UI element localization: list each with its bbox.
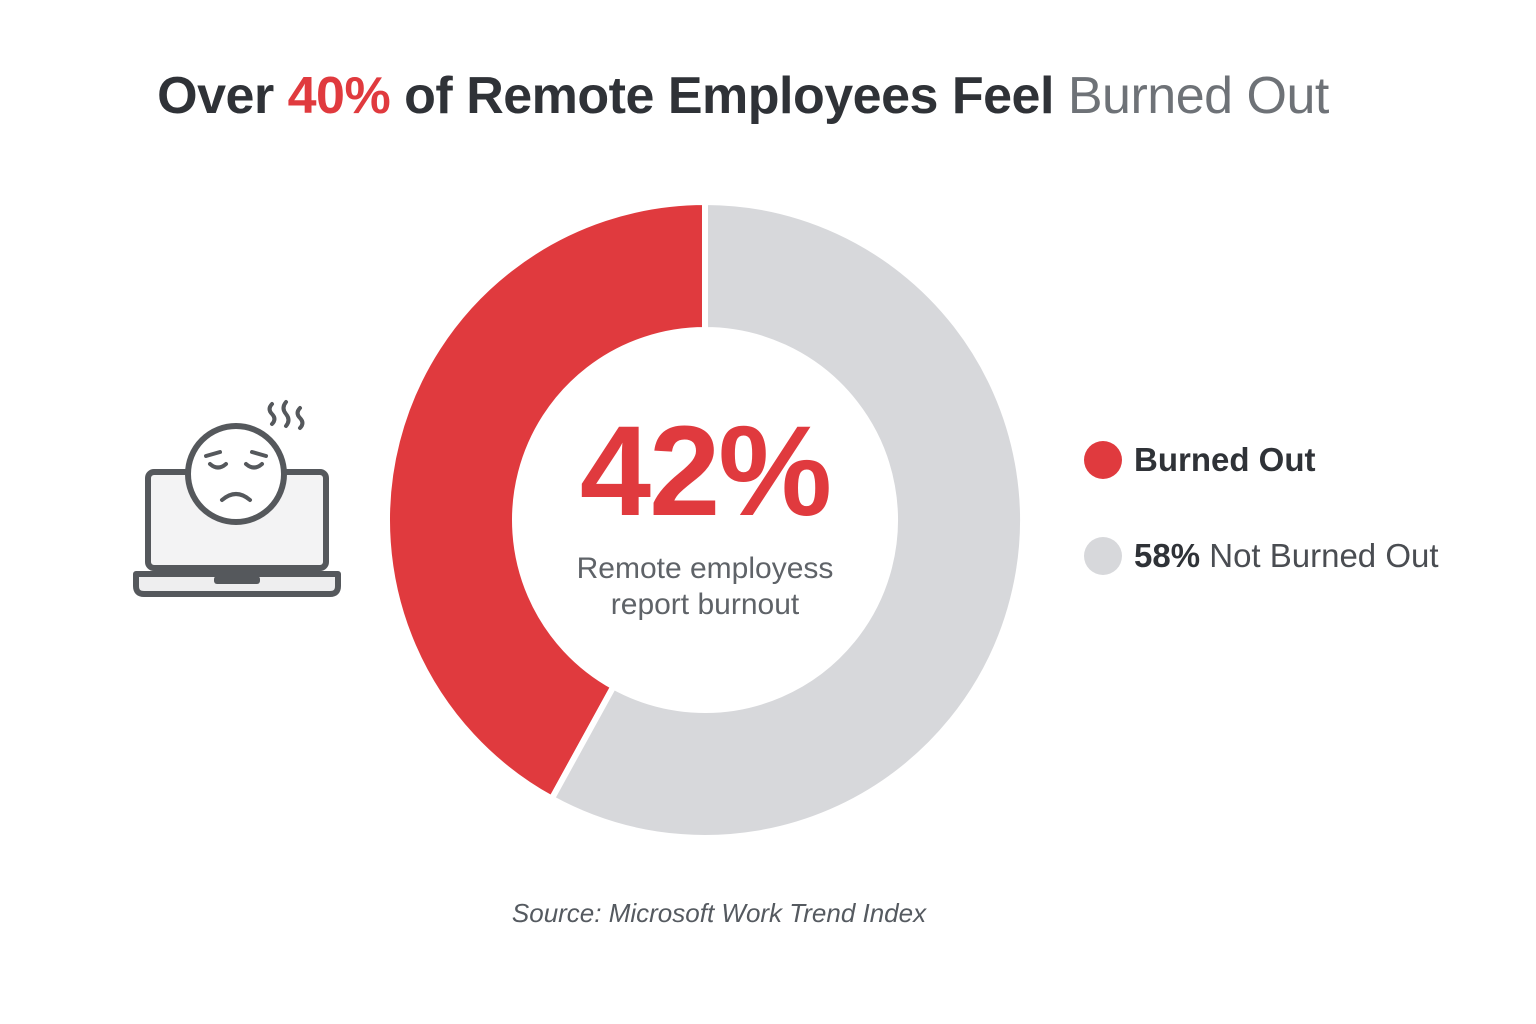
legend-item-not-burned-out: 58% Not Burned Out xyxy=(1084,536,1439,576)
chart-title: Over 40% of Remote Employees Feel Burned… xyxy=(0,66,1486,126)
title-highlight: 40% xyxy=(287,67,391,125)
legend-dot-burned-out xyxy=(1084,441,1122,479)
donut-slice-burned-out xyxy=(384,198,708,803)
center-caption: Remote employess report burnout xyxy=(505,551,905,623)
donut-slices xyxy=(384,198,1026,841)
legend-text-not-burned-out: Not Burned Out xyxy=(1200,537,1439,574)
legend-label-not-burned-out: 58% Not Burned Out xyxy=(1134,537,1439,575)
source-note: Source: Microsoft Work Trend Index xyxy=(511,898,927,928)
center-caption-line-2: report burnout xyxy=(610,588,800,621)
title-muted: Burned Out xyxy=(1067,67,1329,125)
legend-pct-not-burned-out: 58% xyxy=(1134,537,1201,574)
legend-label-burned-out: Burned Out xyxy=(1134,441,1316,478)
stressed-laptop-icon xyxy=(133,400,341,597)
donut-slice-not-burned-out xyxy=(547,198,1026,841)
title-prefix: Over xyxy=(157,67,288,125)
legend-item-burned-out: Burned Out xyxy=(1084,440,1315,480)
legend-dot-not-burned-out xyxy=(1084,537,1122,575)
title-middle: of Remote Employees Feel xyxy=(390,67,1068,125)
center-value: 42% xyxy=(579,400,832,543)
center-caption-line-1: Remote employess xyxy=(576,552,834,585)
